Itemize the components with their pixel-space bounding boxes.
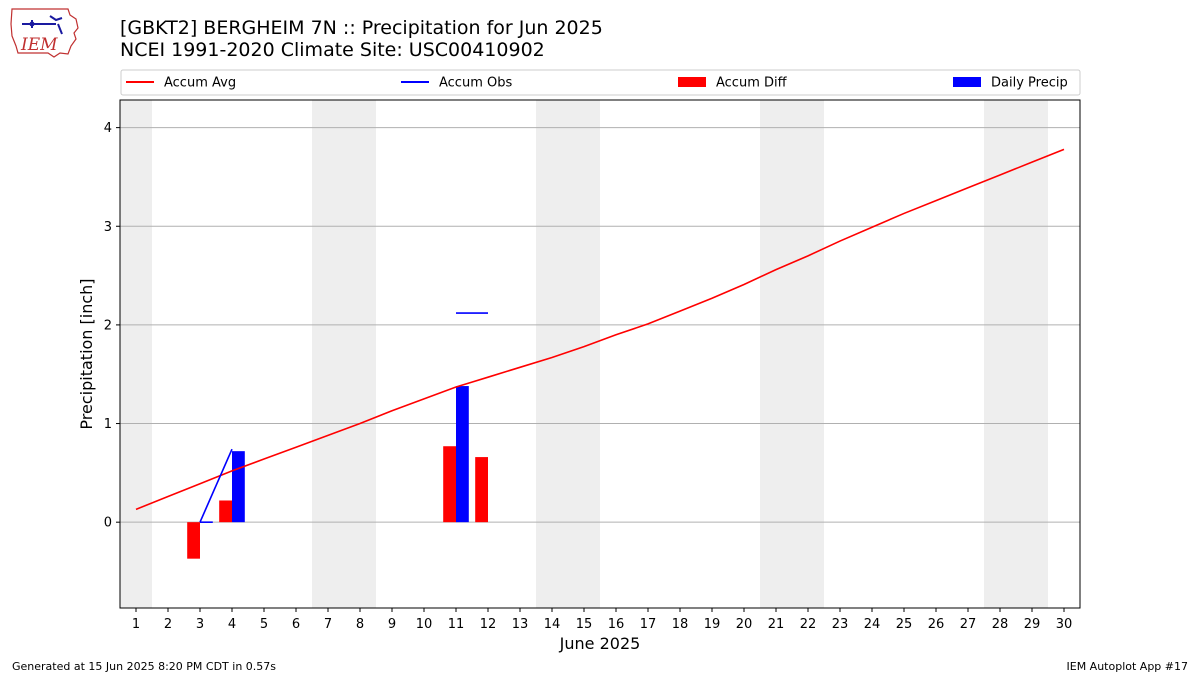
x-tick-label: 4 xyxy=(228,617,236,632)
y-tick-label: 3 xyxy=(104,220,112,235)
legend-accum-avg-label: Accum Avg xyxy=(164,76,236,91)
x-tick-label: 26 xyxy=(928,617,945,632)
accum-avg-line xyxy=(135,148,1065,511)
app-credit: IEM Autoplot App #17 xyxy=(1066,660,1189,673)
y-tick-label: 4 xyxy=(104,121,112,136)
chart-subtitle: NCEI 1991-2020 Climate Site: USC00410902 xyxy=(120,39,545,61)
x-tick-label: 3 xyxy=(196,617,204,632)
legend-daily-precip-label: Daily Precip xyxy=(991,76,1068,91)
x-tick-label: 7 xyxy=(324,617,332,632)
x-tick-label: 28 xyxy=(992,617,1009,632)
y-tick-label: 1 xyxy=(104,417,112,432)
accum-diff-bar xyxy=(187,522,200,559)
x-tick-label: 17 xyxy=(640,617,657,632)
x-tick-label: 24 xyxy=(864,617,881,632)
accum-diff-bar xyxy=(475,457,488,523)
weekend-shade xyxy=(760,100,792,608)
x-tick-label: 10 xyxy=(416,617,433,632)
y-tick-label: 2 xyxy=(104,318,112,333)
x-tick-label: 15 xyxy=(576,617,593,632)
x-tick-label: 14 xyxy=(544,617,561,632)
x-tick-label: 5 xyxy=(260,617,268,632)
weekend-shade xyxy=(792,100,824,608)
x-tick-label: 2 xyxy=(164,617,172,632)
x-tick-label: 29 xyxy=(1024,617,1041,632)
x-tick-label: 13 xyxy=(512,617,529,632)
x-tick-label: 12 xyxy=(480,617,497,632)
weekend-shade xyxy=(1016,100,1048,608)
x-tick-label: 19 xyxy=(704,617,721,632)
x-tick-label: 23 xyxy=(832,617,849,632)
generated-timestamp: Generated at 15 Jun 2025 8:20 PM CDT in … xyxy=(12,660,277,673)
accum-diff-bar xyxy=(443,446,456,523)
daily-precip-bar xyxy=(456,386,469,523)
plot-frame xyxy=(119,99,1081,609)
chart-title: [GBKT2] BERGHEIM 7N :: Precipitation for… xyxy=(120,17,603,39)
legend-accum-diff-label: Accum Diff xyxy=(716,76,788,91)
y-axis-label: Precipitation [inch] xyxy=(77,278,96,429)
x-tick-label: 1 xyxy=(132,617,140,632)
weekend-shade xyxy=(344,100,376,608)
x-tick-label: 22 xyxy=(800,617,817,632)
weekend-shade xyxy=(984,100,1016,608)
logo-text: IEM xyxy=(20,35,58,55)
daily-precip-bar xyxy=(232,451,245,523)
legend-accum-diff-swatch xyxy=(678,77,706,87)
accum-diff-bar xyxy=(219,500,232,523)
x-tick-label: 18 xyxy=(672,617,689,632)
x-tick-label: 11 xyxy=(448,617,465,632)
x-tick-label: 20 xyxy=(736,617,753,632)
x-tick-label: 30 xyxy=(1056,617,1073,632)
x-tick-label: 9 xyxy=(388,617,396,632)
state-outline-icon xyxy=(10,8,79,58)
iem-logo: IEM xyxy=(10,8,79,58)
weekend-shade xyxy=(568,100,600,608)
x-tick-label: 21 xyxy=(768,617,785,632)
x-tick-label: 25 xyxy=(896,617,913,632)
x-tick-label: 27 xyxy=(960,617,977,632)
legend-daily-precip-swatch xyxy=(953,77,981,87)
x-tick-label: 6 xyxy=(292,617,300,632)
y-tick-label: 0 xyxy=(104,516,112,531)
legend: Accum Avg Accum Obs Accum Diff Daily Precip xyxy=(120,69,1081,96)
weekend-shade xyxy=(312,100,344,608)
x-tick-label: 8 xyxy=(356,617,364,632)
weekend-shade xyxy=(120,100,152,608)
x-tick-label: 16 xyxy=(608,617,625,632)
legend-accum-obs-label: Accum Obs xyxy=(439,76,512,91)
x-axis-label: June 2025 xyxy=(559,634,641,653)
accum-obs-line xyxy=(199,448,233,523)
